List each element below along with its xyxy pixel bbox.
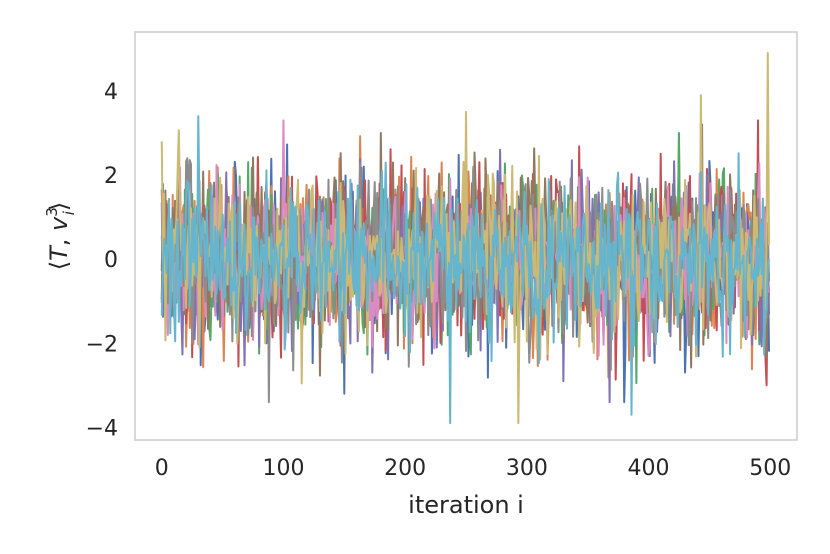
x-axis-label: iteration i [408, 491, 524, 519]
svg-text:⟨T, v3i⟩: ⟨T, v3i⟩ [43, 202, 78, 271]
series-group [160, 52, 771, 425]
x-tick-label: 200 [384, 456, 426, 481]
y-tick-label: 2 [104, 164, 118, 189]
x-tick-label: 100 [262, 456, 304, 481]
series-line-10 [160, 115, 770, 425]
x-tick-label: 300 [506, 456, 548, 481]
x-tick-label: 0 [155, 456, 169, 481]
y-tick-label: −4 [86, 416, 118, 441]
x-tick-label: 400 [628, 456, 670, 481]
y-axis-label: ⟨T, v3i⟩ [43, 202, 78, 271]
y-tick-label: 0 [104, 248, 118, 273]
x-tick-label: 500 [749, 456, 791, 481]
y-tick-label: 4 [104, 80, 118, 105]
plot-frame [134, 31, 798, 441]
y-tick-label: −2 [86, 332, 118, 357]
x-tick-labels: 0 100 200 300 400 500 [155, 456, 791, 481]
y-tick-labels: −4 −2 0 2 4 [86, 80, 118, 441]
